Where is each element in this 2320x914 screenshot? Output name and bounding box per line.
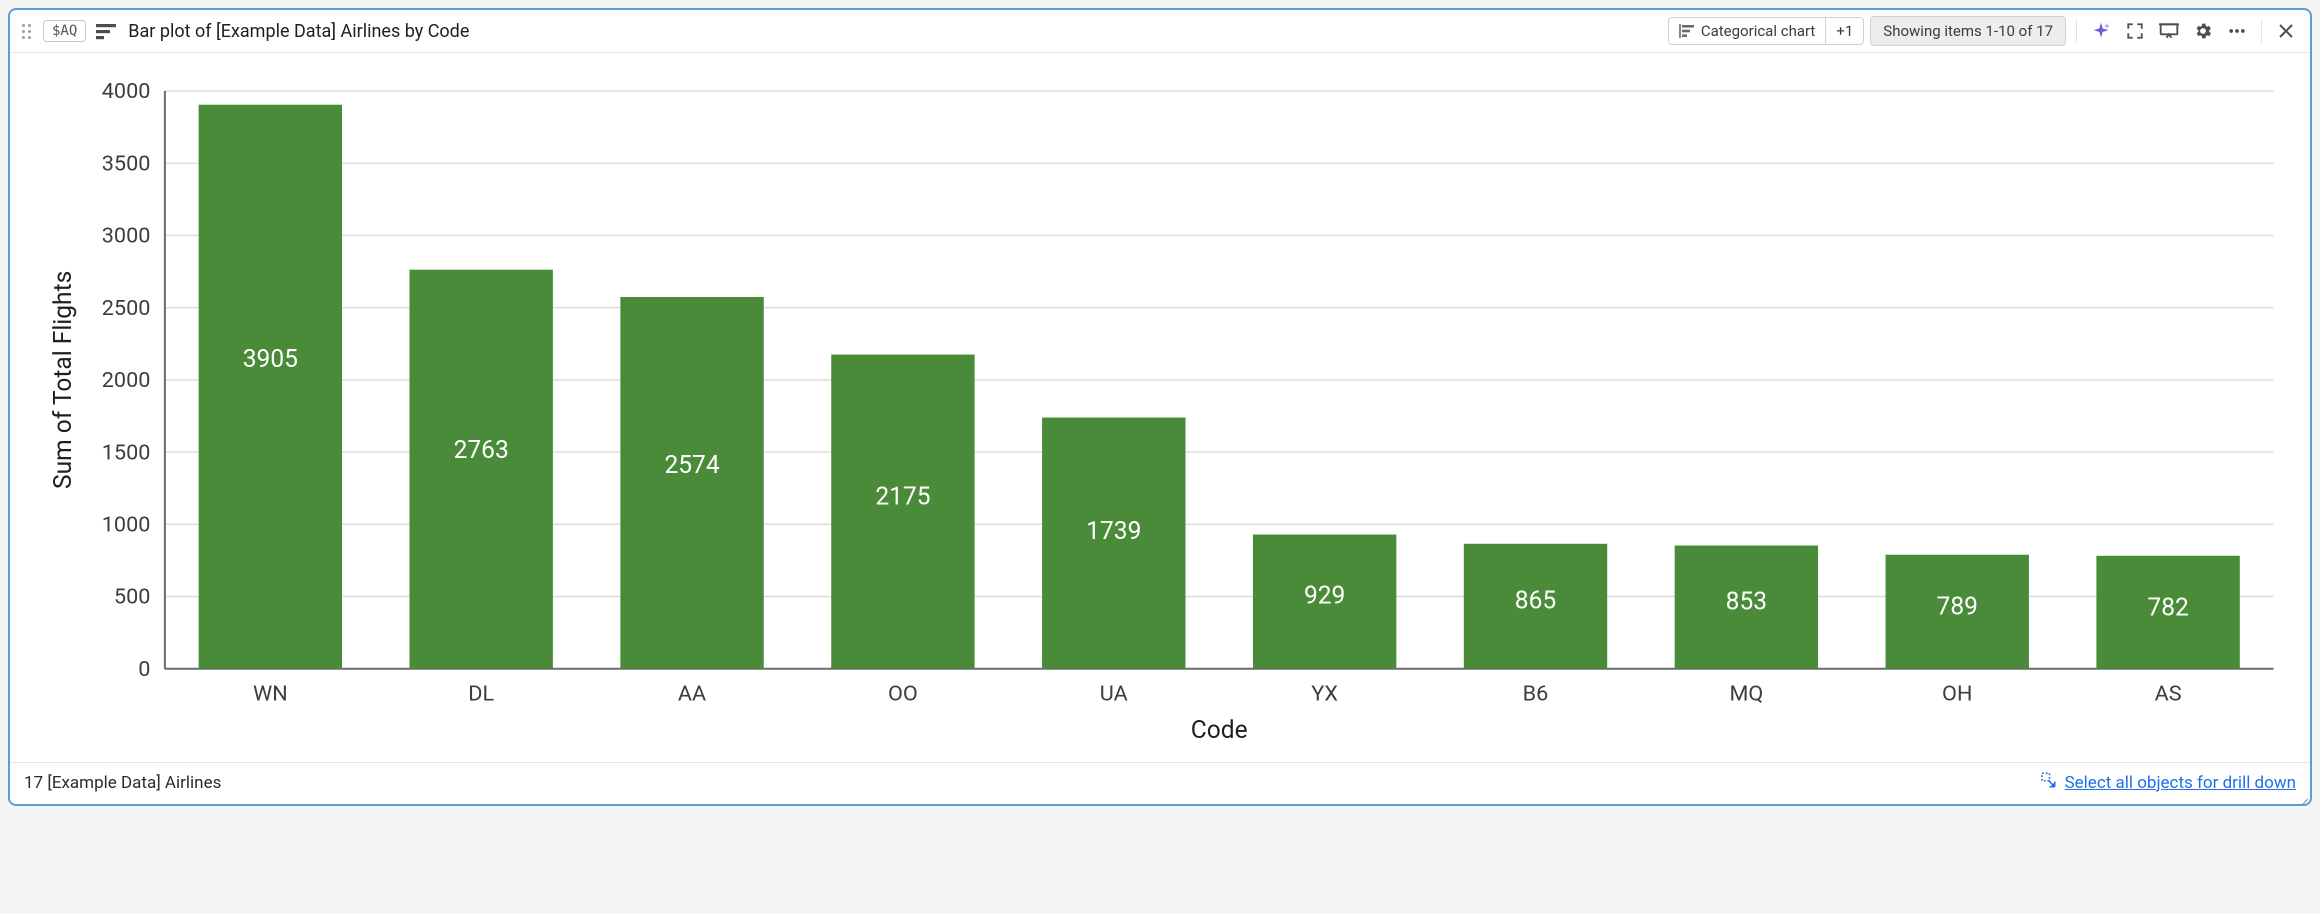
footer-summary: 17 [Example Data] Airlines [24, 773, 221, 793]
header-left-group: $AQ Bar plot of [Example Data] Airlines … [20, 20, 469, 42]
x-tick-label: WN [253, 681, 288, 706]
x-tick-label: MQ [1729, 681, 1763, 706]
bar-chart: 0 500 1000 1500 2000 2500 3000 3500 4000 3905 WN 27… [32, 65, 2288, 758]
gear-icon[interactable] [2189, 17, 2217, 45]
x-axis-label: Code [1191, 715, 1248, 744]
header-right-group: Categorical chart +1 Showing items 1-10 … [1668, 16, 2300, 46]
x-tick-label: YX [1311, 681, 1338, 706]
chart-type-chip[interactable]: Categorical chart +1 [1668, 17, 1864, 45]
more-icon[interactable] [2223, 17, 2251, 45]
y-tick-label: 500 [114, 585, 151, 610]
bar[interactable] [199, 105, 342, 669]
divider [2076, 19, 2077, 43]
chart-panel: $AQ Bar plot of [Example Data] Airlines … [8, 8, 2312, 806]
y-axis-label: Sum of Total Flights [48, 271, 77, 489]
x-tick-label: UA [1100, 681, 1128, 706]
bar-value-label: 2574 [664, 450, 719, 479]
bar[interactable] [620, 297, 763, 669]
bar[interactable] [831, 355, 974, 669]
close-icon[interactable] [2272, 17, 2300, 45]
categorical-chart-icon [1679, 24, 1695, 38]
bar-value-label: 865 [1515, 586, 1556, 615]
y-tick-label: 3000 [102, 224, 151, 249]
resize-handle-icon[interactable] [2298, 792, 2308, 802]
paging-chip[interactable]: Showing items 1-10 of 17 [1870, 16, 2066, 46]
drill-down-icon [2039, 771, 2057, 794]
panel-footer: 17 [Example Data] Airlines Select all ob… [10, 762, 2310, 804]
x-tick-label: B6 [1523, 681, 1549, 706]
x-tick-label: DL [468, 681, 494, 706]
divider [2261, 19, 2262, 43]
chart-area: 0 500 1000 1500 2000 2500 3000 3500 4000 3905 WN 27… [10, 53, 2310, 762]
panel-title: Bar plot of [Example Data] Airlines by C… [128, 21, 469, 42]
y-tick-label: 0 [138, 657, 150, 682]
bar-value-label: 2763 [454, 435, 509, 464]
y-tick-label: 2500 [102, 296, 151, 321]
y-tick-label: 4000 [102, 79, 151, 104]
sort-desc-icon [96, 22, 118, 40]
y-tick-label: 1500 [102, 440, 151, 465]
drill-down-label: Select all objects for drill down [2065, 773, 2296, 793]
variable-badge[interactable]: $AQ [43, 20, 86, 42]
bar-value-label: 789 [1937, 592, 1978, 621]
drill-down-link[interactable]: Select all objects for drill down [2039, 771, 2296, 794]
chart-type-extra-count: +1 [1825, 18, 1863, 44]
expand-icon[interactable] [2121, 17, 2149, 45]
x-tick-label: AS [2155, 681, 2182, 706]
y-tick-label: 1000 [102, 512, 151, 537]
bar-value-label: 929 [1304, 581, 1345, 610]
sparkle-icon[interactable] [2087, 17, 2115, 45]
drag-handle-icon[interactable] [20, 22, 33, 41]
bar-value-label: 3905 [243, 344, 298, 373]
panel-header: $AQ Bar plot of [Example Data] Airlines … [10, 10, 2310, 53]
chart-type-label: Categorical chart [1701, 22, 1816, 40]
x-tick-label: OH [1942, 681, 1972, 706]
bar[interactable] [409, 270, 552, 669]
x-tick-label: OO [888, 681, 918, 706]
y-tick-label: 3500 [102, 151, 151, 176]
bar-value-label: 853 [1726, 587, 1767, 616]
bar-value-label: 2175 [875, 482, 930, 511]
y-tick-label: 2000 [102, 368, 151, 393]
bar-value-label: 782 [2147, 592, 2188, 621]
x-tick-label: AA [678, 681, 706, 706]
present-icon[interactable] [2155, 17, 2183, 45]
bar-value-label: 1739 [1086, 516, 1141, 545]
paging-label: Showing items 1-10 of 17 [1871, 17, 2065, 45]
